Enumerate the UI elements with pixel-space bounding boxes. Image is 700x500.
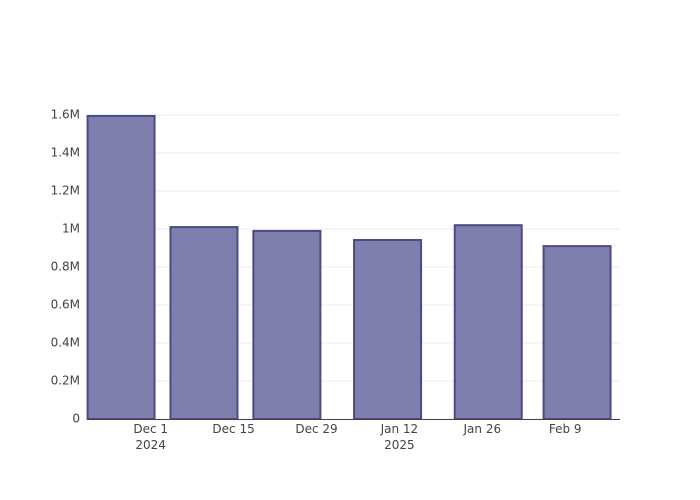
x-tick-label-line: Dec 1	[133, 422, 168, 436]
y-tick-label: 0.6M	[51, 298, 80, 312]
x-tick-label: Jan 26	[463, 422, 502, 436]
x-tick-label: Dec 15	[212, 422, 254, 436]
y-tick-label: 1.2M	[51, 184, 80, 198]
x-tick-label-line: Jan 26	[463, 422, 502, 436]
bar	[353, 239, 423, 420]
x-tick-label: Dec 29	[295, 422, 337, 436]
y-tick-label: 1.4M	[51, 146, 80, 160]
y-tick-label: 1M	[62, 222, 80, 236]
y-tick-label: 0	[72, 412, 80, 426]
x-tick-label: Jan 12 2025	[380, 422, 419, 452]
x-tick-label: Dec 1 2024	[133, 422, 168, 452]
x-tick-label: Feb 9	[549, 422, 582, 436]
bar	[542, 245, 612, 420]
x-tick-label-line: 2025	[384, 438, 415, 452]
x-tick-label-line: Feb 9	[549, 422, 582, 436]
x-tick-label-line: Jan 12	[380, 422, 419, 436]
x-tick-label-line: Dec 29	[295, 422, 337, 436]
bar	[86, 114, 156, 420]
y-tick-label: 0.2M	[51, 374, 80, 388]
y-tick-label: 0.4M	[51, 336, 80, 350]
y-tick-label: 1.6M	[51, 108, 80, 122]
x-tick-label-line: 2024	[135, 438, 166, 452]
bar	[453, 224, 523, 420]
x-tick-label-line: Dec 15	[212, 422, 254, 436]
bar	[252, 229, 322, 420]
y-tick-label: 0.8M	[51, 260, 80, 274]
bar	[169, 226, 239, 420]
